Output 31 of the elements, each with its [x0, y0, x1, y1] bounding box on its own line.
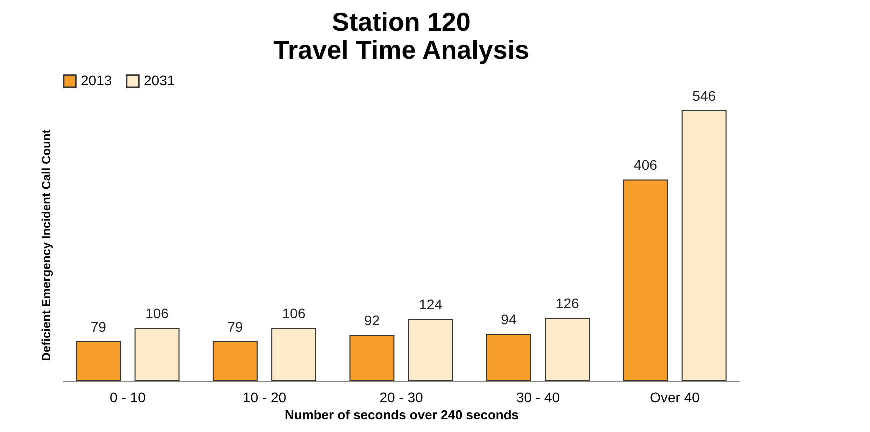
text: Station 120	[332, 7, 471, 37]
data-label: 92	[364, 312, 380, 328]
bar	[545, 318, 590, 382]
x-tick-label: Over 40	[650, 390, 700, 406]
data-label: 106	[146, 306, 170, 322]
bar	[272, 328, 317, 382]
bar	[682, 110, 727, 382]
data-label: 79	[90, 318, 107, 335]
text: Travel Time Analysis	[274, 35, 530, 65]
x-tick-label: 0 - 10	[110, 390, 146, 406]
x-tick-label: 20 - 30	[380, 390, 424, 406]
bar	[623, 180, 668, 382]
legend-label: 2031	[144, 72, 176, 88]
data-label: 126	[556, 296, 580, 312]
x-tick-label: 30 - 40	[516, 390, 560, 406]
data-label: 546	[692, 88, 716, 104]
bar	[76, 341, 122, 382]
x-axis-title: Number of seconds over 240 seconds	[284, 408, 520, 422]
legend-label: 2013	[81, 72, 112, 88]
bar	[350, 335, 395, 382]
data-label: 406	[634, 157, 658, 174]
data-label: 79	[228, 318, 244, 335]
data-label: 94	[501, 312, 517, 328]
x-tick-label: 10 - 20	[242, 390, 287, 406]
data-label: 124	[419, 296, 443, 313]
bar	[212, 341, 258, 382]
bar	[408, 319, 454, 382]
bar	[134, 328, 180, 382]
data-label: 106	[282, 306, 306, 322]
y-axis-title: Deficient Emergency Incident Call Count	[40, 130, 54, 362]
bar	[486, 334, 532, 382]
